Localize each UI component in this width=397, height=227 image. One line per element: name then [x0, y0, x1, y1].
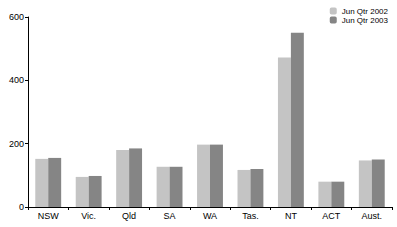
svg-text:Jun Qtr 2002: Jun Qtr 2002 — [342, 7, 389, 16]
svg-text:400: 400 — [9, 75, 24, 85]
svg-text:Vic.: Vic. — [81, 211, 96, 221]
svg-text:Tas.: Tas. — [242, 211, 259, 221]
svg-text:NSW: NSW — [38, 211, 60, 221]
svg-text:SA: SA — [164, 211, 176, 221]
svg-text:NT: NT — [285, 211, 297, 221]
svg-text:ACT: ACT — [322, 211, 341, 221]
svg-text:0: 0 — [19, 202, 24, 212]
svg-text:600: 600 — [9, 12, 24, 22]
svg-text:Aust.: Aust. — [362, 211, 383, 221]
svg-text:WA: WA — [203, 211, 217, 221]
svg-text:200: 200 — [9, 139, 24, 149]
svg-text:Qld: Qld — [122, 211, 136, 221]
svg-text:Jun Qtr 2003: Jun Qtr 2003 — [342, 16, 389, 25]
